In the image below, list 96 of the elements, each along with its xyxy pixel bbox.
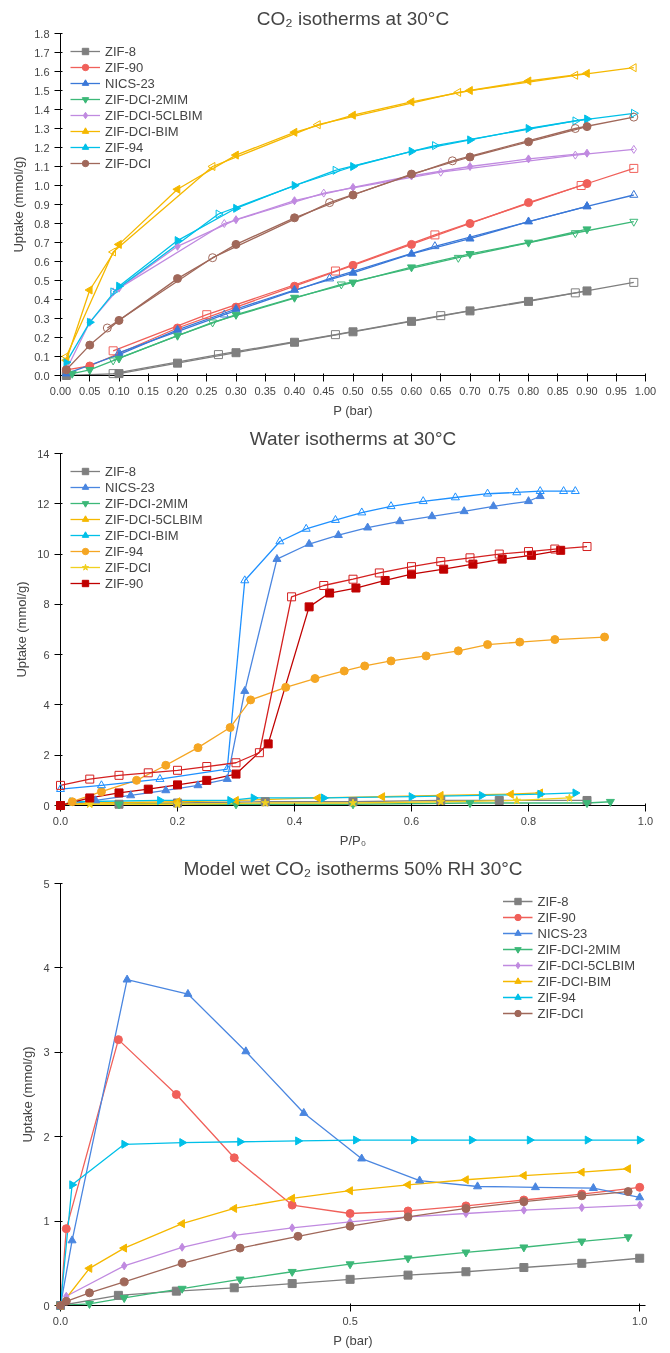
y-tick-label: 2 [43,1130,50,1143]
y-tick-label: 4 [43,698,50,711]
y-tick-label: 0.1 [34,350,50,363]
x-tick-label: 0.90 [576,384,598,397]
y-tick-label: 1.3 [34,122,50,135]
x-tick-label: 0.45 [313,384,335,397]
legend-label: NICS-23 [105,75,155,91]
legend-label: ZIF-94 [105,543,144,559]
legend-label: ZIF-8 [105,43,137,59]
y-tick-label: 1.0 [34,179,50,192]
x-tick-label: 0.4 [286,814,303,827]
legend-label: ZIF-DCI-5CLBIM [105,511,203,527]
legend-label: ZIF-DCI [105,155,152,171]
y-tick-label: 2 [43,749,50,762]
x-axis-title: P (bar) [333,402,373,418]
x-tick-label: 0.5 [342,1314,358,1327]
x-tick-label: 0.10 [108,384,130,397]
legend-label: ZIF-90 [537,909,576,925]
legend-label: ZIF-DCI-BIM [105,123,179,139]
x-tick-label: 0.85 [547,384,569,397]
x-tick-label: 0.65 [430,384,452,397]
x-tick-label: 0.0 [52,814,69,827]
y-tick-label: 10 [37,548,50,561]
x-tick-label: 0.6 [403,814,420,827]
legend-label: ZIF-DCI-5CLBIM [537,957,635,973]
x-tick-label: 0.8 [520,814,537,827]
legend-label: ZIF-94 [105,139,144,155]
legend-label: ZIF-90 [105,59,144,75]
x-tick-label: 0.60 [400,384,423,397]
x-tick-label: 0.0 [52,1314,69,1327]
y-tick-label: 0.5 [34,274,50,287]
y-tick-label: 0.4 [34,293,50,306]
legend-label: ZIF-DCI-2MIM [105,495,189,511]
legend-label: ZIF-DCI-BIM [105,527,179,543]
x-tick-label: 0.40 [283,384,306,397]
chart-title: Water isotherms at 30°C [249,427,457,449]
x-tick-label: 0.35 [254,384,276,397]
x-axis-title: P/P₀ [339,832,367,848]
y-tick-label: 1.1 [34,160,50,173]
x-tick-label: 0.75 [488,384,510,397]
x-tick-label: 1.0 [632,1314,648,1327]
x-tick-label: 0.95 [605,384,627,397]
y-tick-label: 0 [43,1299,50,1312]
legend-label: ZIF-DCI-2MIM [105,91,189,107]
x-tick-label: 1.0 [637,814,654,827]
y-tick-label: 8 [43,598,50,611]
legend-label: ZIF-DCI [105,559,152,575]
y-tick-label: 14 [37,447,50,460]
y-tick-label: 6 [43,648,50,661]
y-tick-label: 1.2 [34,141,50,154]
x-tick-label: 0.05 [79,384,101,397]
y-tick-label: 0.8 [34,217,50,230]
y-tick-label: 1.8 [34,27,50,40]
y-tick-label: 0.0 [34,369,50,382]
x-tick-label: 0.20 [166,384,189,397]
x-tick-label: 0.70 [459,384,481,397]
legend-label: ZIF-DCI-5CLBIM [105,107,203,123]
x-tick-label: 0.00 [49,384,72,397]
legend-label: ZIF-DCI-BIM [537,973,612,989]
y-tick-label: 1.6 [34,65,50,78]
y-tick-label: 0 [43,799,50,812]
legend-label: ZIF-DCI-2MIM [537,941,621,957]
x-tick-label: 0.50 [342,384,364,397]
x-tick-label: 0.15 [137,384,159,397]
x-tick-label: 0.55 [371,384,393,397]
x-tick-label: 1.00 [634,384,657,397]
y-tick-label: 0.3 [34,312,50,325]
y-tick-label: 5 [43,877,50,890]
x-tick-label: 0.2 [169,814,186,827]
y-tick-label: 1 [43,1215,50,1228]
y-axis-title: Uptake (mmol/g) [14,581,30,678]
legend-label: NICS-23 [537,925,588,941]
legend-label: ZIF-90 [105,575,144,591]
x-tick-label: 0.25 [196,384,218,397]
legend-label: ZIF-94 [537,989,576,1005]
x-tick-label: 0.80 [517,384,540,397]
y-tick-label: 0.7 [34,236,50,249]
legend-label: ZIF-8 [537,893,569,909]
y-axis-title: Uptake (mmol/g) [11,156,27,253]
y-tick-label: 12 [37,497,50,510]
y-tick-label: 1.4 [34,103,50,116]
y-tick-label: 1.7 [34,46,50,59]
x-tick-label: 0.30 [225,384,247,397]
y-tick-label: 0.2 [34,331,50,344]
y-tick-label: 0.9 [34,198,50,211]
x-axis-title: P (bar) [333,1332,373,1348]
chart-title: Model wet CO₂ isotherms 50% RH 30°C [183,857,523,879]
legend-label: ZIF-8 [105,463,137,479]
chart-title: CO₂ isotherms at 30°C [256,7,450,29]
legend-label: ZIF-DCI [537,1005,584,1021]
y-tick-label: 1.5 [34,84,50,97]
y-axis-title: Uptake (mmol/g) [20,1046,36,1143]
y-tick-label: 4 [43,961,50,974]
legend-label: NICS-23 [105,479,155,495]
y-tick-label: 0.6 [34,255,50,268]
y-tick-label: 3 [43,1046,50,1059]
